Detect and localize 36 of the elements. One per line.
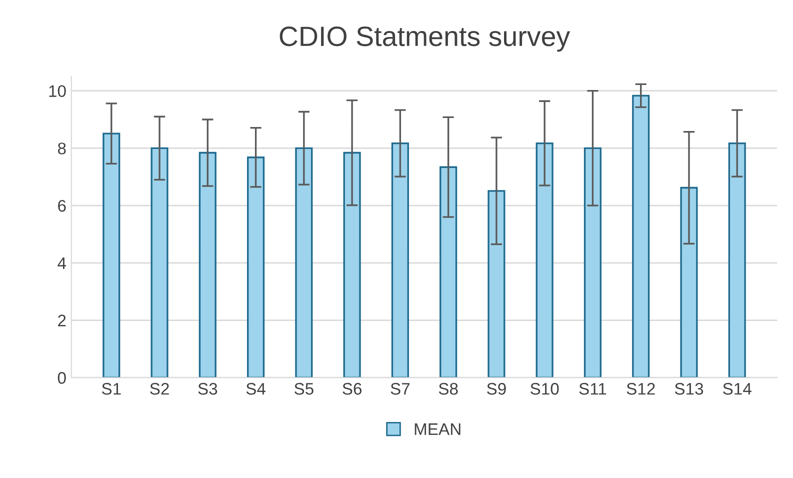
bar: [632, 94, 650, 378]
bar: [198, 152, 216, 378]
x-tick-label: S12: [626, 382, 655, 395]
bar: [247, 156, 265, 378]
bar: [536, 142, 554, 378]
bar: [584, 147, 602, 378]
x-tick-label: S11: [579, 382, 606, 395]
y-tick-label: 6: [58, 200, 66, 212]
x-tick-label: S8: [438, 382, 458, 395]
legend-label: MEAN: [414, 423, 460, 435]
x-tick-label: S6: [342, 382, 362, 395]
y-tick-label: 10: [49, 85, 66, 98]
x-tick-label: S10: [530, 382, 559, 395]
bar: [728, 142, 746, 378]
bar: [488, 190, 506, 378]
x-tick-label: S9: [487, 382, 506, 395]
chart-title: CDIO Statments survey: [280, 26, 570, 52]
x-tick-label: S5: [294, 382, 314, 395]
bar: [391, 142, 409, 378]
bar: [150, 147, 168, 378]
bar: [440, 166, 458, 378]
x-tick-label: S13: [674, 382, 704, 395]
x-tick-label: S1: [102, 382, 121, 395]
y-tick-label: 2: [58, 314, 66, 326]
bar: [102, 132, 120, 378]
x-tick-label: S7: [390, 382, 410, 395]
x-tick-label: S3: [198, 382, 218, 395]
bar: [295, 147, 313, 378]
bar: [343, 152, 361, 378]
x-tick-label: S4: [246, 382, 266, 395]
x-tick-label: S2: [150, 382, 169, 395]
y-tick-label: 8: [58, 142, 66, 154]
bar: [680, 186, 698, 378]
x-tick-label: S14: [723, 382, 752, 395]
y-tick-label: 4: [58, 257, 66, 269]
y-tick-label: 0: [58, 372, 66, 384]
